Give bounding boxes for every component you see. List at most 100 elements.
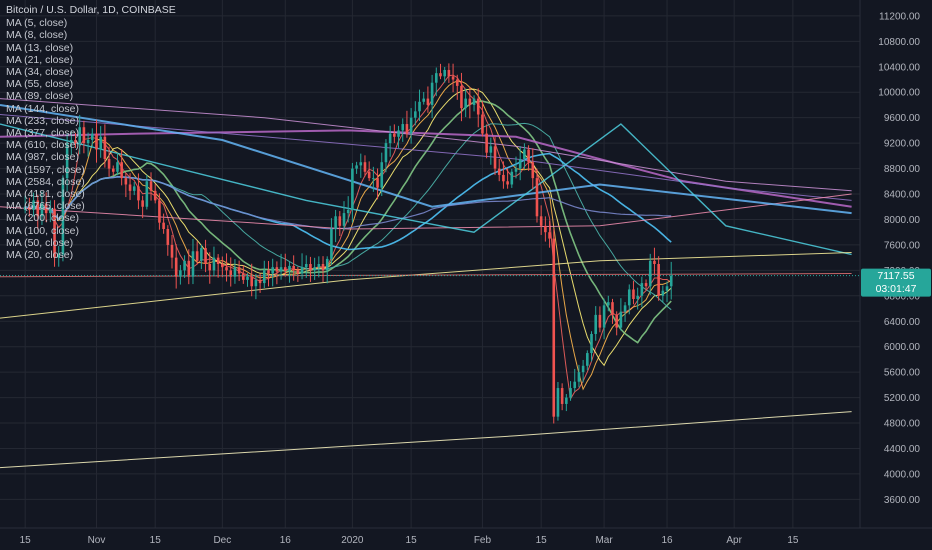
- candle-151: [657, 256, 660, 301]
- candle-47: [221, 256, 224, 278]
- time-axis-ticks: 15 Nov 15 Dec 16 2020 15 Feb 15 Mar 16 Apr 15: [20, 535, 799, 546]
- x-tick-7: Feb: [474, 535, 492, 546]
- indicator-7[interactable]: MA (144, close): [6, 102, 79, 115]
- candle-body-96: [426, 98, 430, 105]
- candle-101: [447, 63, 451, 83]
- candle-128: [560, 383, 564, 411]
- candle-body-4: [40, 203, 44, 217]
- candle-28: [141, 195, 144, 219]
- candle-73: [330, 218, 333, 265]
- candle-body-68: [309, 264, 312, 271]
- candle-104: [460, 72, 463, 122]
- candle-body-53: [246, 276, 249, 280]
- indicator-16[interactable]: MA (200, close): [6, 212, 79, 225]
- candle-body-71: [321, 264, 325, 271]
- candle-105: [464, 88, 467, 118]
- candle-145: [632, 280, 635, 305]
- candle-13: [78, 114, 82, 155]
- indicator-0[interactable]: MA (5, close): [6, 17, 68, 30]
- candle-body-70: [317, 264, 321, 268]
- candle-body-91: [405, 124, 409, 134]
- candle-53: [246, 273, 249, 287]
- candle-body-26: [132, 186, 136, 191]
- candle-body-49: [229, 270, 233, 277]
- candle-body-2: [32, 200, 35, 210]
- candle-body-85: [380, 162, 384, 188]
- indicator-18[interactable]: MA (50, close): [6, 236, 74, 249]
- candle-109: [481, 101, 484, 137]
- candle-43: [204, 239, 207, 273]
- candle-body-76: [342, 213, 346, 226]
- candle-38: [183, 255, 186, 278]
- candle-0: [23, 195, 27, 214]
- x-tick-1: Nov: [88, 535, 106, 546]
- candle-body-78: [351, 168, 354, 210]
- indicator-10[interactable]: MA (610, close): [6, 139, 79, 152]
- candle-103: [455, 74, 459, 100]
- indicator-15[interactable]: MA (6765, close): [6, 200, 85, 213]
- indicator-1[interactable]: MA (8, close): [6, 29, 68, 42]
- indicator-12[interactable]: MA (1597, close): [6, 163, 85, 176]
- candle-body-118: [518, 159, 522, 169]
- candle-body-22: [116, 162, 119, 172]
- y-tick-8: 6800.00: [884, 291, 921, 302]
- candle-body-11: [70, 139, 73, 144]
- indicator-19[interactable]: MA (20, close): [6, 249, 74, 262]
- indicator-9[interactable]: MA (377, close): [6, 127, 79, 140]
- candle-91: [405, 110, 409, 138]
- candle-body-45: [212, 257, 216, 271]
- indicator-3[interactable]: MA (21, close): [6, 53, 74, 66]
- candle-body-39: [187, 260, 191, 277]
- x-tick-4: 16: [280, 535, 292, 546]
- indicator-13[interactable]: MA (2584, close): [6, 175, 85, 188]
- candle-87: [388, 125, 392, 157]
- candle-93: [414, 101, 417, 126]
- candle-29: [145, 174, 149, 210]
- candle-body-67: [304, 264, 308, 268]
- candle-body-111: [489, 146, 493, 153]
- time-axis[interactable]: [0, 528, 860, 550]
- candle-body-84: [376, 178, 379, 188]
- candle-111: [489, 137, 493, 165]
- candle-body-112: [493, 146, 497, 169]
- candle-body-104: [460, 85, 463, 109]
- indicator-5[interactable]: MA (55, close): [6, 78, 74, 91]
- candle-75: [338, 211, 342, 236]
- indicator-11[interactable]: MA (987, close): [6, 151, 79, 164]
- candle-body-10: [65, 143, 69, 179]
- candle-body-115: [506, 181, 509, 185]
- candle-body-143: [623, 305, 627, 312]
- candle-60: [275, 261, 279, 285]
- candle-body-0: [23, 206, 27, 210]
- candle-body-100: [443, 69, 446, 77]
- candle-body-6: [49, 208, 52, 214]
- candle-body-134: [586, 353, 589, 366]
- candle-96: [426, 86, 430, 113]
- candle-118: [518, 146, 522, 181]
- indicator-14[interactable]: MA (4181, close): [6, 188, 85, 201]
- candle-150: [653, 247, 656, 274]
- candle-16: [90, 128, 94, 148]
- candle-52: [242, 265, 245, 284]
- candle-body-37: [179, 270, 182, 277]
- indicator-2[interactable]: MA (13, close): [6, 41, 74, 54]
- candle-124: [544, 216, 547, 242]
- y-tick-6: 6000.00: [884, 342, 921, 353]
- candle-body-128: [560, 388, 564, 404]
- candle-body-101: [447, 69, 451, 77]
- indicator-6[interactable]: MA (89, close): [6, 90, 74, 103]
- y-tick-14: 9200.00: [884, 139, 921, 150]
- candle-body-102: [451, 76, 455, 80]
- candle-77: [346, 196, 350, 223]
- candle-70: [317, 256, 321, 278]
- candle-body-109: [481, 114, 484, 134]
- indicator-4[interactable]: MA (34, close): [6, 66, 74, 79]
- y-tick-3: 4800.00: [884, 419, 921, 430]
- candle-body-144: [627, 289, 631, 306]
- candle-21: [111, 165, 115, 176]
- indicator-17[interactable]: MA (100, close): [6, 224, 79, 237]
- candle-126: [552, 229, 556, 424]
- indicator-8[interactable]: MA (233, close): [6, 114, 79, 127]
- candle-113: [497, 158, 501, 182]
